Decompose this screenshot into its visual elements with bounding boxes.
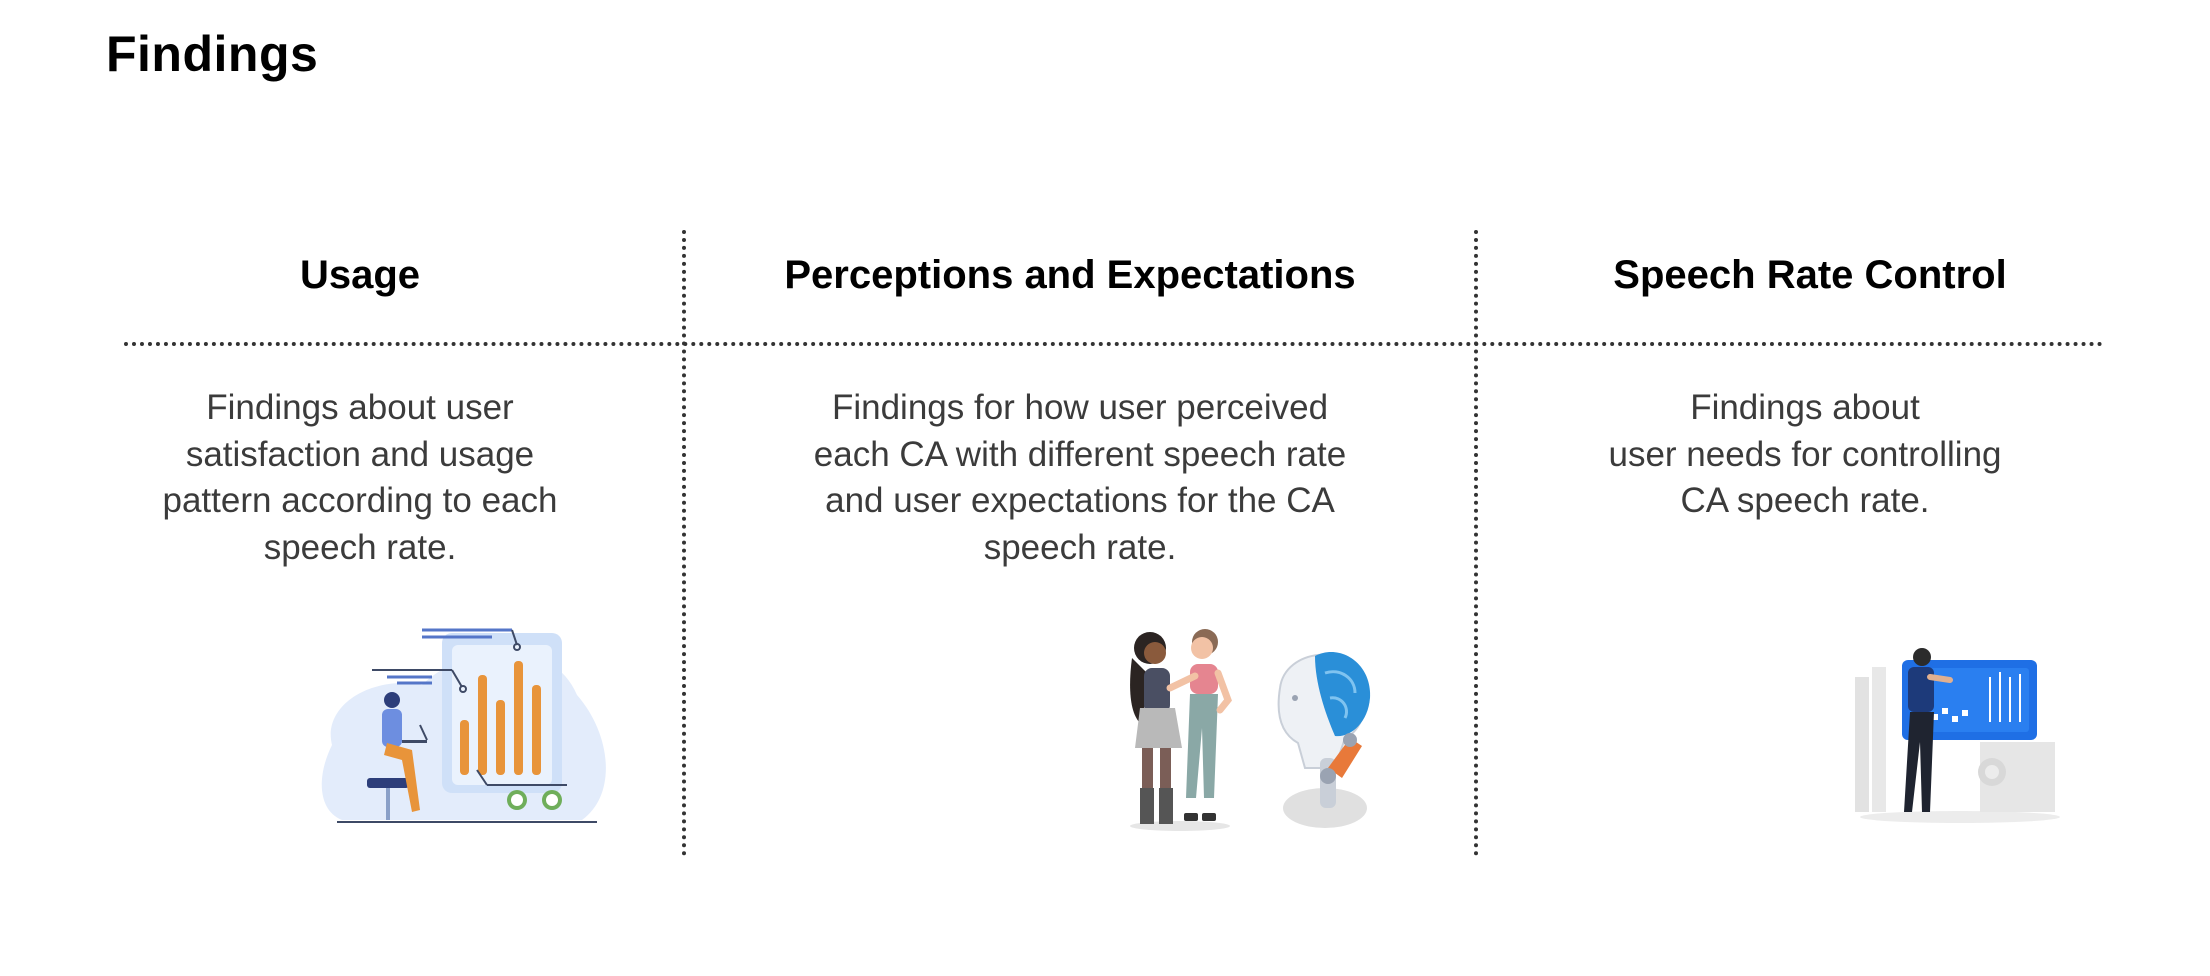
column-heading-perceptions: Perceptions and Expectations	[784, 253, 1356, 297]
vertical-divider-right	[1474, 230, 1478, 856]
column-heading-usage: Usage	[299, 253, 421, 297]
people-and-robot-illustration	[1130, 629, 1371, 831]
page-title: Findings	[106, 26, 319, 82]
horizontal-divider	[124, 342, 2104, 346]
person-control-panel-illustration	[1855, 648, 2060, 823]
column-description-perceptions: Findings for how user perceived each CA …	[813, 388, 1347, 567]
vertical-divider-left	[682, 230, 686, 856]
column-heading-speech-rate-control: Speech Rate Control	[1613, 253, 2007, 297]
column-description-usage: Findings about user satisfaction and usa…	[162, 388, 558, 567]
column-description-speech-rate-control: Findings about user needs for controllin…	[1608, 388, 2002, 520]
analytics-person-laptop-illustration	[321, 628, 606, 823]
